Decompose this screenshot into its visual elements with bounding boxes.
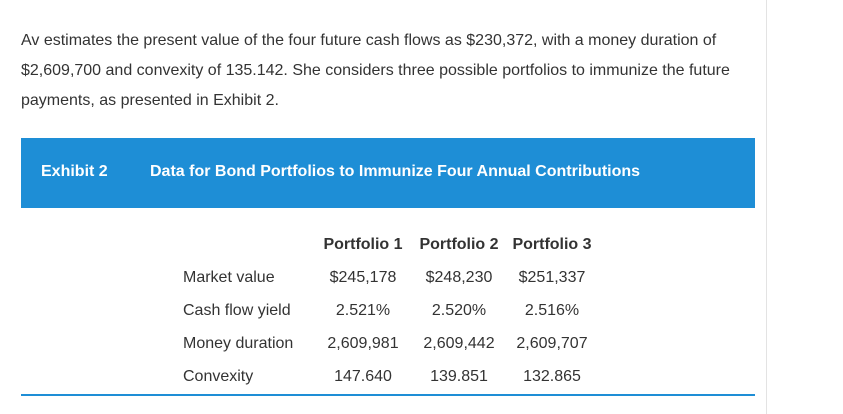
table-cell: 132.865 [523,367,581,385]
table-cell: 2.520% [431,301,487,319]
table-cell: 2,609,981 [327,334,399,352]
table-cell: $251,337 [518,268,586,286]
intro-paragraph: Av estimates the present value of the fo… [21,32,730,109]
document-page: Av estimates the present value of the fo… [21,0,767,414]
table-cell: 2.521% [335,301,391,319]
table-header-row: Portfolio 1 Portfolio 2 Portfolio 3 [181,228,597,261]
row-label-cash-flow-yield: Cash flow yield [183,301,291,319]
table-cell: 139.851 [430,367,488,385]
table-row: Market value $245,178 $248,230 $251,337 [181,261,597,294]
exhibit-title: Data for Bond Portfolios to Immunize Fou… [150,163,641,180]
table-row: Money duration 2,609,981 2,609,442 2,609… [181,327,597,360]
column-header-portfolio-1: Portfolio 1 [323,235,403,253]
portfolio-table: Portfolio 1 Portfolio 2 Portfolio 3 Mark… [181,228,597,393]
table-cell: $248,230 [425,268,493,286]
table-cell: 2,609,442 [423,334,495,352]
table-cell: $245,178 [329,268,397,286]
table-cell: 147.640 [334,367,392,385]
table-row: Cash flow yield 2.521% 2.520% 2.516% [181,294,597,327]
exhibit-header: Exhibit 2 Data for Bond Portfolios to Im… [21,138,755,208]
table-cell: 2,609,707 [516,334,588,352]
row-label-market-value: Market value [183,268,275,286]
table-cell: 2.516% [524,301,580,319]
table-row: Convexity 147.640 139.851 132.865 [181,360,597,393]
exhibit-bottom-rule [21,394,755,396]
column-header-portfolio-3: Portfolio 3 [512,235,592,253]
row-label-money-duration: Money duration [183,334,294,352]
table-corner-cell [181,228,315,261]
column-header-portfolio-2: Portfolio 2 [419,235,499,253]
exhibit-label: Exhibit 2 [41,163,108,180]
row-label-convexity: Convexity [183,367,254,385]
